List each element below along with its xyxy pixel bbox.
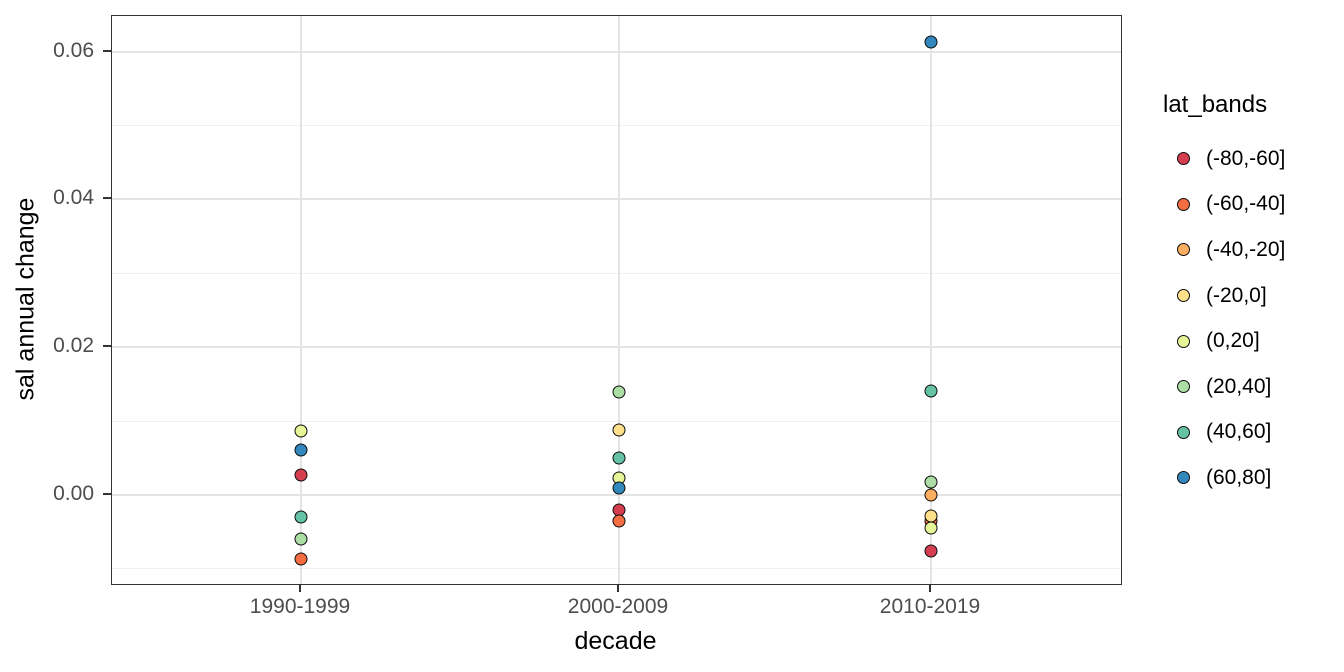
data-point-(0,20]-1990-1999 bbox=[294, 424, 308, 438]
x-axis-tick bbox=[929, 584, 931, 593]
gridline-major-horizontal bbox=[112, 50, 1121, 53]
legend-key-circle-icon bbox=[1177, 289, 1190, 303]
y-axis-tick bbox=[103, 49, 111, 52]
legend-item-label: (0,20] bbox=[1206, 329, 1260, 353]
legend-item-label: (60,80] bbox=[1206, 465, 1272, 489]
legend-item-label: (-60,-40] bbox=[1206, 192, 1286, 216]
legend-item: (0,20] bbox=[1160, 318, 1344, 364]
data-point-(40,60]-2010-2019 bbox=[924, 384, 938, 398]
gridline-major-vertical bbox=[930, 16, 932, 584]
x-axis-tick bbox=[617, 584, 619, 593]
gridline-minor-horizontal bbox=[112, 272, 1121, 274]
data-point-(-20,0]-2000-2009 bbox=[612, 423, 626, 437]
legend-key-circle-icon bbox=[1177, 380, 1190, 394]
y-axis-tick-label: 0.00 bbox=[53, 482, 94, 505]
legend-key-circle-icon bbox=[1177, 334, 1190, 348]
data-point-(-60,-40]-2000-2009 bbox=[612, 514, 626, 528]
legend-key-circle-icon bbox=[1177, 425, 1190, 439]
gridline-minor-horizontal bbox=[112, 568, 1121, 570]
data-point-(40,60]-1990-1999 bbox=[294, 510, 308, 524]
legend-item: (40,60] bbox=[1160, 410, 1344, 456]
legend-item-label: (20,40] bbox=[1206, 374, 1272, 398]
data-point-(-80,-60]-2010-2019 bbox=[924, 544, 938, 558]
y-axis-tick-label: 0.06 bbox=[53, 38, 94, 62]
data-point-(20,40]-1990-1999 bbox=[294, 532, 308, 546]
plot-panel bbox=[111, 15, 1122, 585]
gridline-major-vertical bbox=[300, 16, 302, 584]
gridline-minor-horizontal bbox=[112, 420, 1121, 422]
legend-key-circle-icon bbox=[1177, 471, 1190, 485]
gridline-major-horizontal bbox=[112, 346, 1121, 349]
legend-item: (20,40] bbox=[1160, 364, 1344, 410]
data-point-(-40,-20]-2010-2019 bbox=[924, 488, 938, 502]
data-point-(60,80]-2010-2019 bbox=[924, 35, 938, 49]
legend: lat_bands (-80,-60] (-60,-40] (-40,-20] (-2… bbox=[1160, 88, 1344, 501]
x-axis-title: decade bbox=[574, 627, 657, 655]
data-point-(60,80]-1990-1999 bbox=[294, 443, 308, 457]
y-axis-title: sal annual change bbox=[11, 197, 40, 401]
data-point-(-20,0]-2010-2019 bbox=[924, 509, 938, 523]
legend-item-label: (-80,-60] bbox=[1206, 146, 1286, 170]
x-axis-tick-label: 2000-2009 bbox=[567, 595, 669, 618]
legend-item: (-20,0] bbox=[1160, 273, 1344, 319]
legend-item-label: (-40,-20] bbox=[1206, 237, 1286, 261]
legend-key-circle-icon bbox=[1177, 197, 1190, 211]
x-axis-tick-label: 2010-2019 bbox=[879, 595, 981, 618]
y-axis-tick bbox=[103, 197, 111, 200]
legend-item: (60,80] bbox=[1160, 455, 1344, 501]
y-axis-tick-label: 0.02 bbox=[53, 334, 94, 358]
gridline-major-horizontal bbox=[112, 198, 1121, 201]
gridline-major-horizontal bbox=[112, 494, 1121, 496]
legend-item: (-80,-60] bbox=[1160, 136, 1344, 182]
data-point-(20,40]-2000-2009 bbox=[612, 385, 626, 399]
legend-key-circle-icon bbox=[1177, 243, 1190, 257]
legend-item: (-60,-40] bbox=[1160, 182, 1344, 228]
legend-item-label: (40,60] bbox=[1206, 420, 1272, 444]
legend-item: (-40,-20] bbox=[1160, 227, 1344, 273]
data-point-(20,40]-2010-2019 bbox=[924, 475, 938, 489]
data-point-(-80,-60]-1990-1999 bbox=[294, 468, 308, 482]
data-point-(40,60]-2000-2009 bbox=[612, 451, 626, 465]
x-axis-tick-label: 1990-1999 bbox=[249, 595, 351, 618]
y-axis-tick bbox=[103, 493, 111, 495]
y-axis-tick-label: 0.04 bbox=[53, 186, 94, 210]
legend-key-circle-icon bbox=[1177, 152, 1190, 166]
x-axis-tick bbox=[299, 584, 301, 593]
gridline-major-vertical bbox=[618, 16, 620, 584]
legend-items: (-80,-60] (-60,-40] (-40,-20] (-20,0] (0,20]… bbox=[1160, 136, 1344, 501]
data-point-(60,80]-2000-2009 bbox=[612, 481, 626, 495]
legend-item-label: (-20,0] bbox=[1206, 283, 1267, 307]
gridline-minor-horizontal bbox=[112, 125, 1121, 126]
data-point-(-60,-40]-1990-1999 bbox=[294, 552, 308, 566]
y-axis-tick bbox=[103, 345, 111, 348]
legend-title: lat_bands bbox=[1163, 91, 1268, 118]
data-point-(0,20]-2010-2019 bbox=[924, 521, 938, 535]
